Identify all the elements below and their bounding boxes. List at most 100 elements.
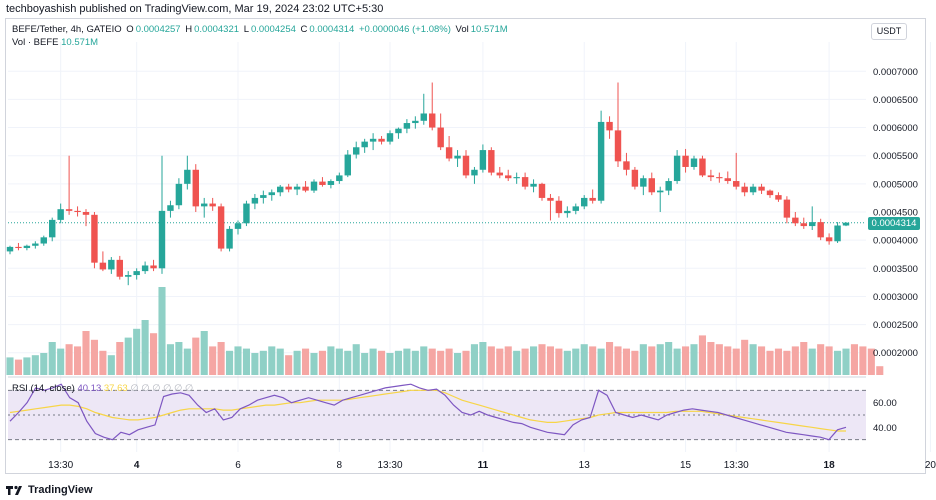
candle-body	[344, 154, 351, 176]
volume-bar	[361, 353, 369, 375]
close-value: 0.0004314	[309, 24, 355, 35]
candle-body	[277, 186, 284, 193]
time-tick-label: 13	[579, 460, 591, 471]
price-tick-label: 0.0003500	[873, 264, 918, 275]
rsi-tick-label: 60.00	[873, 398, 897, 409]
volume-bar	[614, 346, 622, 375]
candle-body	[707, 175, 715, 178]
volume-bar	[783, 350, 791, 375]
volume-bar	[859, 346, 867, 375]
volume-bar	[90, 339, 98, 375]
candle-body	[699, 158, 706, 176]
volume-bar	[48, 342, 56, 375]
volume-bar	[217, 342, 225, 375]
candle-body	[234, 223, 242, 229]
candle-body	[49, 219, 56, 238]
volume-bar	[732, 348, 740, 375]
volume-bar	[470, 344, 478, 375]
candle-body	[800, 223, 807, 227]
high-label: H	[185, 24, 193, 35]
volume-legend[interactable]: Vol · BEFE 10.571M	[12, 37, 98, 48]
candle-body	[226, 228, 233, 249]
candle-body	[724, 178, 731, 182]
candle-body	[310, 181, 318, 191]
volume-bar	[23, 357, 31, 375]
volume-bar	[530, 346, 538, 375]
candle-body	[513, 177, 520, 179]
candle-body	[420, 113, 427, 121]
currency-button[interactable]: USDT	[871, 23, 907, 40]
candle-body	[293, 186, 301, 190]
volume-bar	[411, 350, 419, 375]
candle-body	[817, 222, 824, 238]
candle-body	[150, 265, 157, 269]
volume-bar	[124, 337, 132, 375]
candle-body	[40, 237, 47, 244]
volume-bar	[673, 348, 681, 375]
chart-frame	[5, 18, 926, 474]
candle-body	[733, 181, 740, 187]
candle-body	[285, 186, 292, 190]
rsi-tick-label: 40.00	[873, 423, 897, 434]
volume-bar	[369, 348, 377, 375]
candle-body	[125, 275, 132, 277]
close-label: C	[300, 24, 308, 35]
candle-body	[192, 169, 199, 207]
open-label: O	[126, 24, 134, 35]
candle-body	[614, 130, 622, 162]
rsi-legend[interactable]: RSI (14, close) 40.13 37.63 ∅ ∅ ∅ ∅ ∅ ∅	[12, 383, 193, 394]
time-tick-label: 4	[134, 460, 140, 471]
candle-body	[505, 175, 512, 179]
volume-bar	[825, 346, 833, 375]
candle-body	[564, 210, 571, 214]
change-value: +0.0000046 (+1.08%)	[358, 24, 451, 35]
volume-bar	[133, 328, 141, 375]
candle-body	[716, 177, 723, 179]
candle-body	[116, 259, 123, 277]
price-tick-label: 0.0004500	[873, 208, 918, 219]
low-label: L	[243, 24, 249, 35]
footer-brand[interactable]: TradingView	[6, 484, 93, 496]
last-price-badge: 0.0004314	[868, 217, 920, 230]
volume-bar	[293, 350, 301, 375]
candle-body	[175, 183, 183, 206]
volume-bar	[31, 355, 39, 375]
volume-bar	[445, 348, 453, 375]
volume-bar	[226, 350, 234, 375]
candle-body	[6, 246, 14, 252]
candle-body	[65, 209, 73, 211]
candle-body	[201, 203, 208, 207]
candle-body	[395, 128, 402, 134]
symbol-label[interactable]: BEFE/Tether, 4h, GATEIO	[12, 24, 122, 35]
candle-body	[581, 197, 588, 207]
volume-bar	[234, 346, 242, 375]
volume-bar	[209, 346, 217, 375]
volume-bars	[6, 287, 884, 375]
volume-bar	[758, 346, 766, 375]
candle-body	[640, 178, 647, 187]
time-tick-label: 20	[925, 460, 936, 471]
candle-body	[184, 169, 191, 184]
volume-bar	[276, 348, 284, 375]
volume-bar	[563, 350, 571, 375]
volume-bar	[682, 346, 690, 375]
candle-body	[631, 169, 639, 187]
candle-body	[555, 200, 563, 214]
volume-bar	[791, 346, 799, 375]
volume-bar	[538, 344, 546, 375]
volume-bar	[580, 344, 588, 375]
candle-body	[521, 177, 529, 187]
candle-body	[673, 155, 681, 182]
candle-body	[758, 186, 765, 191]
price-tick-label: 0.0006500	[873, 95, 918, 106]
candle-body	[538, 183, 546, 198]
volume-bar	[318, 350, 326, 375]
volume-bar	[462, 350, 470, 375]
candle-body	[91, 214, 98, 263]
price-tick-label: 0.0006000	[873, 123, 918, 134]
candle-body	[597, 121, 605, 201]
volume-bar	[40, 353, 48, 375]
candle-body	[82, 212, 90, 215]
candle-body	[74, 210, 81, 212]
